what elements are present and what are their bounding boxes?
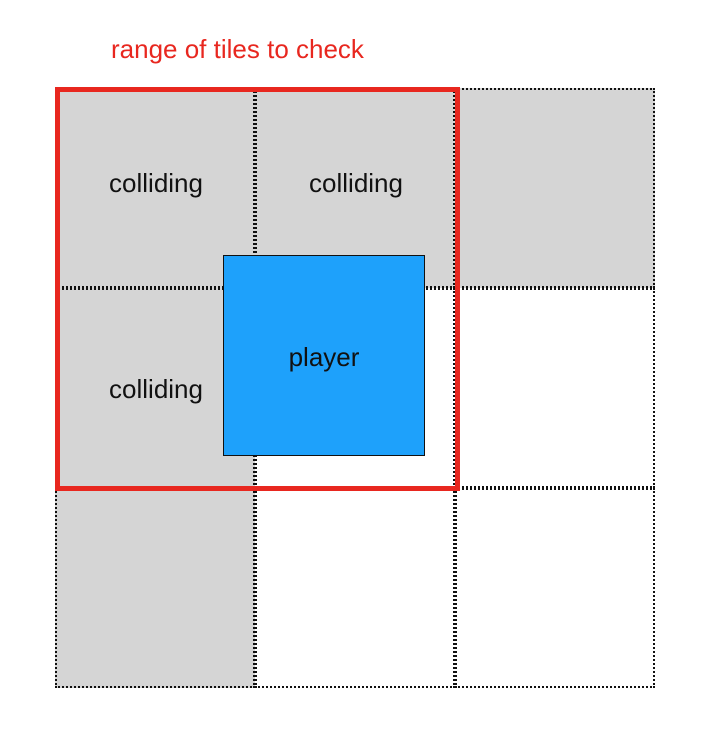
tile-row1-col2 bbox=[255, 88, 455, 288]
tile-label-colliding: colliding bbox=[109, 374, 203, 404]
tile-row3-col3 bbox=[455, 488, 655, 688]
tile-label-colliding: colliding bbox=[109, 168, 203, 198]
range-of-tiles-box bbox=[55, 87, 460, 491]
player-box: player bbox=[223, 255, 425, 456]
tile-row1-col1 bbox=[55, 88, 255, 288]
tile-row3-col2 bbox=[255, 488, 455, 688]
player-label: player bbox=[288, 342, 360, 372]
range-caption: range of tiles to check bbox=[111, 34, 364, 64]
tile-row1-col3 bbox=[455, 88, 655, 288]
tile-row2-col3 bbox=[455, 288, 655, 488]
tile-row3-col1 bbox=[55, 488, 255, 688]
tile-label-colliding: colliding bbox=[309, 168, 403, 198]
